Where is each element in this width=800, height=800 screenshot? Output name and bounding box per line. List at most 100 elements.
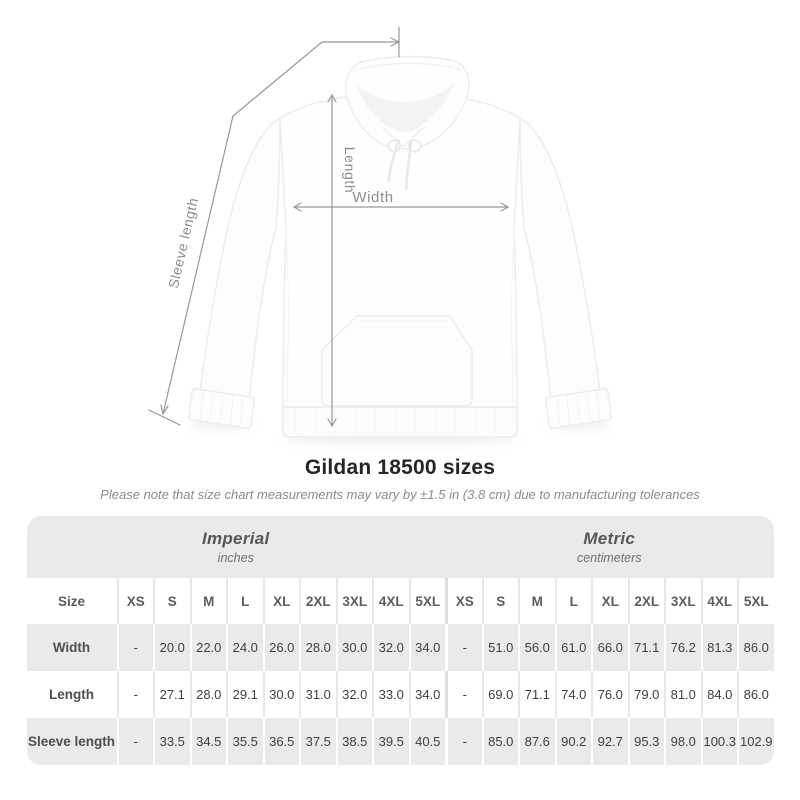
- table-cell: 81.0: [664, 671, 701, 718]
- length-arrowhead-bottom: [327, 418, 337, 428]
- size-col-header: S: [481, 578, 519, 624]
- table-cell: 38.5: [335, 718, 372, 765]
- table-cell: 32.0: [372, 624, 409, 671]
- table-cell: 28.0: [299, 624, 336, 671]
- table-cell: 95.3: [627, 718, 664, 765]
- table-cell: 84.0: [700, 671, 738, 718]
- page-title: Gildan 18500 sizes: [304, 456, 496, 479]
- width-label: Width: [352, 189, 393, 206]
- sleeve-measure-line: [162, 41, 400, 415]
- table-cell: 24.0: [226, 624, 263, 671]
- measurement-annotations: [148, 26, 510, 428]
- table-cell: 40.5: [408, 718, 445, 765]
- table-cell: 28.0: [189, 671, 227, 718]
- table-cell: 32.0: [335, 671, 373, 718]
- imperial-label: Imperial: [201, 529, 270, 548]
- size-col-header: 2XL: [299, 578, 336, 624]
- table-cell: 85.0: [481, 718, 518, 765]
- table-row-sleeve-length: Sleeve length - 33.5 34.5 35.5 36.5 37.5…: [26, 718, 774, 765]
- table-cell: 27.1: [153, 671, 190, 718]
- size-col-header: XS: [116, 578, 154, 624]
- size-col-header: 5XL: [408, 578, 446, 624]
- length-label: Length: [342, 147, 358, 193]
- size-col-header: S: [153, 578, 190, 624]
- table-cell: 26.0: [262, 624, 299, 671]
- table-cell: 61.0: [554, 624, 591, 671]
- imperial-group-header: Imperial inches: [27, 516, 446, 578]
- unit-group-header: Imperial inches Metric centimeters: [26, 516, 774, 578]
- table-cell: 51.0: [481, 624, 518, 671]
- table-cell: 86.0: [737, 671, 774, 718]
- size-col-header: 3XL: [335, 578, 373, 624]
- size-col-header: XL: [262, 578, 300, 624]
- table-cell: 87.6: [518, 718, 555, 765]
- size-col-header: M: [189, 578, 227, 624]
- size-col-header: 2XL: [627, 578, 665, 624]
- table-cell: 34.0: [408, 671, 446, 718]
- width-arrowhead-left: [292, 202, 302, 212]
- table-cell: 20.0: [153, 624, 190, 671]
- size-col-header: 3XL: [664, 578, 701, 624]
- table-row-width: Width - 20.0 22.0 24.0 26.0 28.0 30.0 32…: [26, 624, 774, 671]
- size-col-header: M: [518, 578, 555, 624]
- table-cell: 33.5: [153, 718, 190, 765]
- size-col-header: L: [554, 578, 592, 624]
- metric-label: Metric: [583, 529, 636, 548]
- hoodie-measurement-diagram: Sleeve length Length Width: [148, 26, 612, 444]
- hoodie-image: [188, 55, 612, 438]
- table-cell: 39.5: [372, 718, 409, 765]
- table-cell: 86.0: [737, 624, 774, 671]
- sleeve-bottom-tick: [148, 409, 181, 426]
- size-col-header: XL: [591, 578, 628, 624]
- table-cell: 102.9: [737, 718, 774, 765]
- size-col-header: 4XL: [372, 578, 409, 624]
- row-label: Width: [26, 624, 117, 671]
- table-cell: 74.0: [554, 671, 592, 718]
- size-col-header: L: [226, 578, 263, 624]
- table-cell: 34.0: [408, 624, 445, 671]
- sleeve-arrowhead-top: [390, 37, 401, 47]
- size-col-header: XS: [445, 578, 482, 624]
- table-cell: 33.0: [372, 671, 409, 718]
- table-cell: 22.0: [189, 624, 226, 671]
- table-cell: 98.0: [664, 718, 701, 765]
- table-cell: -: [445, 671, 482, 718]
- table-cell: 71.1: [518, 671, 555, 718]
- table-cell: -: [445, 624, 482, 671]
- table-cell: 37.5: [299, 718, 336, 765]
- table-row-length: Length - 27.1 28.0 29.1 30.0 31.0 32.0 3…: [27, 671, 774, 718]
- table-cell: 100.3: [700, 718, 737, 765]
- table-cell: 71.1: [627, 624, 664, 671]
- row-label: Length: [49, 687, 94, 702]
- table-cell: 31.0: [299, 671, 336, 718]
- sleeve-arrowhead-bottom: [160, 404, 169, 416]
- table-cell: 30.0: [335, 624, 372, 671]
- table-cell: 36.5: [262, 718, 299, 765]
- table-cell: 76.0: [591, 671, 628, 718]
- table-cell: 90.2: [554, 718, 591, 765]
- size-col-header: 4XL: [700, 578, 738, 624]
- width-arrowhead-right: [500, 202, 510, 212]
- table-cell: 29.1: [226, 671, 263, 718]
- size-header: Size: [57, 593, 85, 609]
- tolerance-note: Please note that size chart measurements…: [100, 487, 700, 502]
- table-cell: 56.0: [518, 624, 555, 671]
- table-cell: 66.0: [591, 624, 628, 671]
- size-chart-page: Sleeve length Length Width Gildan 18500 …: [26, 26, 774, 765]
- size-header-row: Size XS S M L XL 2XL 3XL 4XL 5XL XS S M …: [27, 578, 774, 624]
- table-cell: 69.0: [481, 671, 519, 718]
- table-cell: 34.5: [189, 718, 226, 765]
- length-arrowhead-top: [327, 93, 337, 103]
- table-cell: 35.5: [226, 718, 263, 765]
- table-cell: 30.0: [262, 671, 300, 718]
- metric-group-header: Metric centimeters: [445, 516, 774, 578]
- size-col-header: 5XL: [737, 578, 774, 624]
- table-cell: -: [116, 671, 154, 718]
- row-label: Sleeve length: [26, 718, 117, 765]
- size-table: Imperial inches Metric centimeters Size …: [26, 516, 774, 765]
- table-cell: -: [445, 718, 482, 765]
- table-cell: 81.3: [700, 624, 737, 671]
- metric-sublabel: centimeters: [576, 551, 642, 565]
- table-cell: 79.0: [627, 671, 665, 718]
- table-cell: -: [116, 624, 153, 671]
